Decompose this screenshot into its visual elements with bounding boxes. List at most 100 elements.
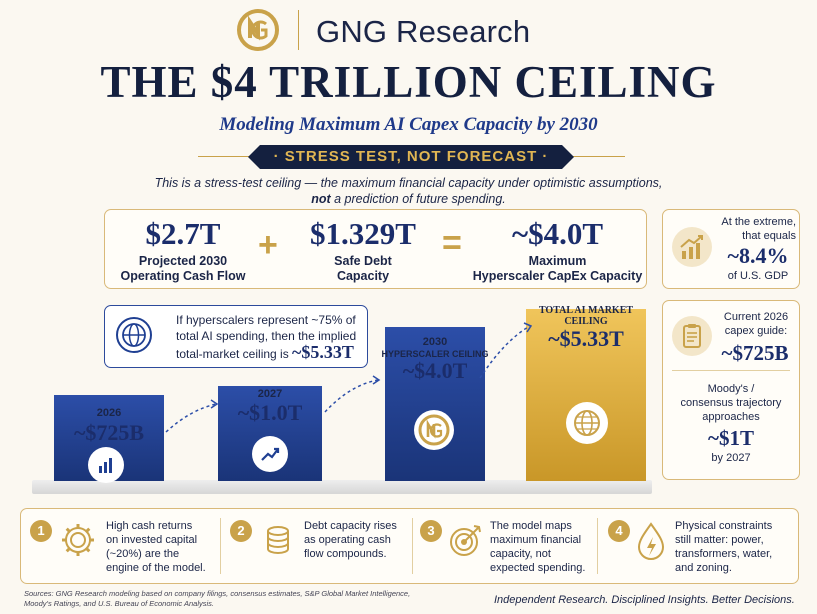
intro-line-2: not a prediction of future spending. xyxy=(0,191,817,207)
point-3-line-3: capacity, not xyxy=(490,548,551,560)
page-subtitle: Modeling Maximum AI Capex Capacity by 20… xyxy=(219,114,598,135)
intro-note: This is a stress-test ceiling — the maxi… xyxy=(0,175,817,207)
coins-icon xyxy=(267,526,289,554)
bar3-sub-label: HYPERSCALER CEILING xyxy=(381,349,489,359)
intro-line-1: This is a stress-test ceiling — the maxi… xyxy=(154,176,663,190)
eq-result-label-2: Hyperscaler CapEx Capacity xyxy=(472,269,643,283)
gdp-value: ~8.4% xyxy=(727,243,789,268)
bar3-icon-circle xyxy=(414,410,454,450)
footer-tagline: Independent Research. Disciplined Insigh… xyxy=(494,594,795,606)
gear-icon xyxy=(62,524,94,556)
clipboard-icon-bg xyxy=(672,316,712,356)
rising-chart-icon xyxy=(680,235,703,259)
point-3-number: 3 xyxy=(420,520,442,542)
bar4-title-1: TOTAL AI MARKET xyxy=(538,305,634,316)
eq-result-label-1: Maximum xyxy=(528,254,587,268)
sources-note: Sources: GNG Research modeling based on … xyxy=(24,589,464,609)
bar3-year-label: 2030 xyxy=(422,336,448,348)
callout-line-3-text: total-market ceiling is xyxy=(176,347,293,361)
bar4-title: TOTAL AI MARKET CEILING xyxy=(526,305,646,327)
point-2-line-2: as operating cash xyxy=(304,534,391,546)
point-4-line-3: transformers, water, xyxy=(675,548,773,560)
point-divider-1 xyxy=(220,518,221,574)
page-title: THE $4 TRILLION CEILING xyxy=(100,57,717,107)
capex-card-text-2: Moody's / consensus trajectory approache… xyxy=(670,382,792,424)
point-1-line-2: on invested capital xyxy=(106,534,198,546)
globe-gold-icon xyxy=(574,410,600,436)
point-2-line-3: flow compounds. xyxy=(304,548,387,560)
eq-debt-label: Safe Debt Capacity xyxy=(298,254,428,284)
point-1-line-1: High cash returns xyxy=(106,520,193,532)
point-2-line-1: Debt capacity rises xyxy=(304,520,397,532)
trend-up-icon xyxy=(261,447,280,461)
target-icon xyxy=(450,525,481,556)
bar-2030 xyxy=(385,327,485,481)
bar2-value-label: ~$1.0T xyxy=(237,400,303,425)
eq-debt-label-1: Safe Debt xyxy=(334,254,392,268)
globe-icon xyxy=(116,317,152,353)
eq-cash-flow-value: $2.7T xyxy=(145,216,221,251)
capex-line-2: capex guide: xyxy=(724,325,788,337)
point-1-number: 1 xyxy=(30,520,52,542)
gng-logo-icon xyxy=(237,9,279,51)
point-4-line-2: still matter: power, xyxy=(675,534,764,546)
logo-divider xyxy=(298,10,299,50)
eq-cash-flow-label-1: Projected 2030 xyxy=(138,254,228,268)
callout-line-3: total-market ceiling is ~$5.33T xyxy=(176,342,366,362)
callout-text: If hyperscalers represent ~75% of total … xyxy=(176,312,366,362)
bar-total-market xyxy=(526,309,646,481)
intro-bold-not: not xyxy=(311,192,331,206)
equation-box xyxy=(104,209,647,289)
capex-value: ~$725B xyxy=(721,341,789,365)
eq-debt-label-2: Capacity xyxy=(336,269,390,283)
bar1-year-label: 2026 xyxy=(96,407,122,419)
banner-rule-left xyxy=(198,156,258,157)
point-3-line-1: The model maps xyxy=(490,520,572,532)
capex-value-2: ~$1T xyxy=(708,426,754,450)
point-1-line-3: (~20%) are the xyxy=(106,548,180,560)
point-4-line-1: Physical constraints xyxy=(675,520,773,532)
intro-line-2-rest: a prediction of future spending. xyxy=(330,192,506,206)
gdp-line-2: that equals xyxy=(742,230,796,242)
bar2-year-label: 2027 xyxy=(257,388,283,400)
gdp-line-3: of U.S. GDP xyxy=(727,270,789,282)
callout-line-1: If hyperscalers represent ~75% of xyxy=(176,313,356,327)
bar1-value-label: ~$725B xyxy=(73,420,145,445)
eq-cash-flow-label-2: Operating Cash Flow xyxy=(120,269,246,283)
callout-value: ~$5.33T xyxy=(292,342,354,362)
banner-text: STRESS TEST, NOT FORECAST xyxy=(284,148,538,165)
bar3-value-label: ~$4.0T xyxy=(402,358,468,383)
point-2-text: Debt capacity rises as operating cash fl… xyxy=(304,519,416,561)
eq-equals-sign: = xyxy=(442,224,462,262)
gng-logo-small-icon xyxy=(418,414,450,446)
point-3-text: The model maps maximum financial capacit… xyxy=(490,519,600,575)
point-divider-2 xyxy=(412,518,413,574)
callout-line-2: total AI spending, then the implied xyxy=(176,329,357,343)
capex-line-5: approaches xyxy=(702,411,760,423)
bar4-title-2: CEILING xyxy=(564,316,608,327)
capex-card-divider xyxy=(672,370,790,371)
rising-chart-icon-bg xyxy=(672,227,712,267)
eq-plus-sign: + xyxy=(258,226,278,264)
bar4-value-label: ~$5.33T xyxy=(548,326,624,351)
eq-cash-flow-label: Projected 2030 Operating Cash Flow xyxy=(108,254,258,284)
point-4-line-4: and zoning. xyxy=(675,562,732,574)
capex-line-4: consensus trajectory xyxy=(680,397,782,409)
capex-line-1: Current 2026 xyxy=(723,311,789,323)
point-3-line-2: maximum financial xyxy=(490,534,582,546)
point-1-text: High cash returns on invested capital (~… xyxy=(106,519,226,575)
bar-chart-icon xyxy=(99,458,112,473)
eq-result-value: ~$4.0T xyxy=(511,216,604,251)
point-divider-3 xyxy=(597,518,598,574)
point-4-text: Physical constraints still matter: power… xyxy=(675,519,797,575)
clipboard-icon xyxy=(683,324,701,348)
capex-card-text: Current 2026 capex guide: xyxy=(716,310,796,338)
gdp-line-1: At the extreme, xyxy=(721,216,796,228)
capex-line-3: Moody's / xyxy=(707,383,755,395)
stress-test-banner: · STRESS TEST, NOT FORECAST · xyxy=(248,145,574,169)
chart-platform xyxy=(32,480,652,494)
drop-bolt-icon xyxy=(637,522,665,560)
bar4-icon-circle xyxy=(566,402,608,444)
banner-bullet-left: · xyxy=(273,148,285,165)
